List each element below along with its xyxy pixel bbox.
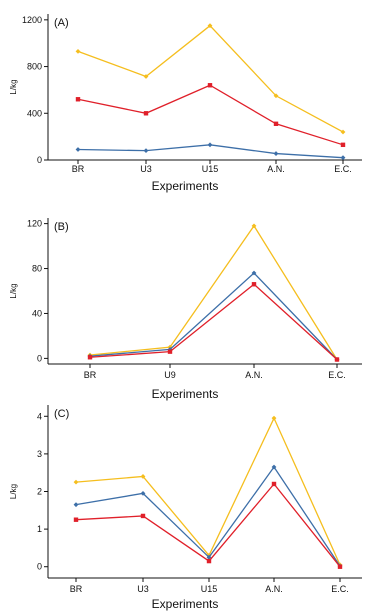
data-point — [143, 148, 149, 154]
data-point — [207, 142, 213, 148]
data-point — [167, 349, 173, 354]
data-point — [87, 355, 93, 360]
x-tick-label: BR — [72, 164, 85, 174]
x-tick-label: E.C. — [328, 370, 346, 380]
data-point — [251, 270, 257, 276]
series-line-2 — [89, 272, 338, 360]
data-point — [73, 479, 79, 485]
y-tick-label: 0 — [37, 562, 42, 572]
data-point — [207, 23, 213, 29]
series-line-1 — [77, 24, 344, 133]
x-tick-label: U9 — [164, 370, 176, 380]
data-point — [75, 147, 81, 152]
data-point — [140, 513, 146, 519]
x-axis-title: Experiments — [152, 387, 219, 401]
x-tick-label: U15 — [201, 584, 218, 594]
x-tick-label: U15 — [202, 164, 219, 174]
chart-panel-1: 0 400 800 1200 BR U3 U15 A.N. E.C. (A) Experiments… — [9, 14, 362, 193]
x-tick-label: A.N. — [245, 370, 263, 380]
y-tick-label: 40 — [32, 308, 42, 318]
x-tick-label: BR — [84, 370, 97, 380]
data-point — [340, 129, 346, 135]
y-tick-label: 0 — [37, 155, 42, 165]
data-point — [143, 111, 149, 116]
chart-panel-2: 0 40 80 120 BR U9 A.N. E.C. (B) Experiments L/kg — [9, 218, 362, 401]
data-point — [337, 564, 343, 569]
data-point — [340, 142, 346, 148]
x-tick-label: E.C. — [331, 584, 349, 594]
series-line-2 — [77, 84, 344, 146]
series-line-3 — [77, 144, 344, 159]
y-tick-label: 800 — [27, 62, 42, 72]
y-tick-label: 1 — [37, 524, 42, 534]
data-point — [334, 357, 340, 362]
y-tick-label: 120 — [27, 219, 42, 229]
x-axis-title: Experiments — [152, 597, 219, 611]
data-point — [271, 415, 277, 421]
y-axis-title: L/kg — [9, 79, 18, 94]
data-point — [207, 83, 213, 88]
y-axis-title: L/kg — [9, 283, 18, 298]
y-tick-label: 80 — [32, 264, 42, 274]
y-tick-label: 0 — [37, 353, 42, 363]
panel-label: (A) — [54, 17, 69, 29]
x-tick-label: A.N. — [265, 584, 283, 594]
y-tick-label: 4 — [37, 411, 42, 421]
data-point — [143, 74, 149, 79]
x-tick-label: E.C. — [334, 164, 352, 174]
data-point — [73, 502, 79, 508]
data-point — [271, 481, 277, 487]
series-line-3 — [89, 283, 338, 360]
x-tick-label: A.N. — [267, 164, 285, 174]
series-line-1 — [75, 416, 341, 566]
data-point — [140, 474, 146, 479]
y-axis-title: L/kg — [9, 484, 18, 499]
y-tick-label: 400 — [27, 108, 42, 118]
x-tick-label: BR — [70, 584, 83, 594]
data-point — [140, 490, 146, 496]
data-point — [206, 558, 212, 564]
x-tick-label: U3 — [140, 164, 152, 174]
data-point — [75, 48, 81, 54]
y-tick-label: 2 — [37, 487, 42, 497]
panel-label: (C) — [54, 408, 69, 420]
series-line-1 — [89, 224, 338, 360]
data-point — [251, 223, 257, 229]
data-point — [251, 282, 257, 287]
data-point — [273, 151, 279, 156]
chart-panel-3: 0 1 2 3 4 BR U3 U15 A.N. E.C. (C) Experiments L/kg — [9, 405, 362, 611]
data-point — [273, 93, 279, 99]
x-tick-label: U3 — [137, 584, 149, 594]
data-point — [75, 97, 81, 102]
data-point — [271, 464, 277, 470]
y-tick-label: 1200 — [22, 15, 42, 25]
data-point — [73, 517, 79, 522]
x-axis-title: Experiments — [152, 179, 219, 193]
y-tick-label: 3 — [37, 449, 42, 459]
panel-label: (B) — [54, 221, 69, 233]
data-point — [340, 155, 346, 161]
data-point — [273, 121, 279, 126]
data-point — [206, 554, 212, 560]
